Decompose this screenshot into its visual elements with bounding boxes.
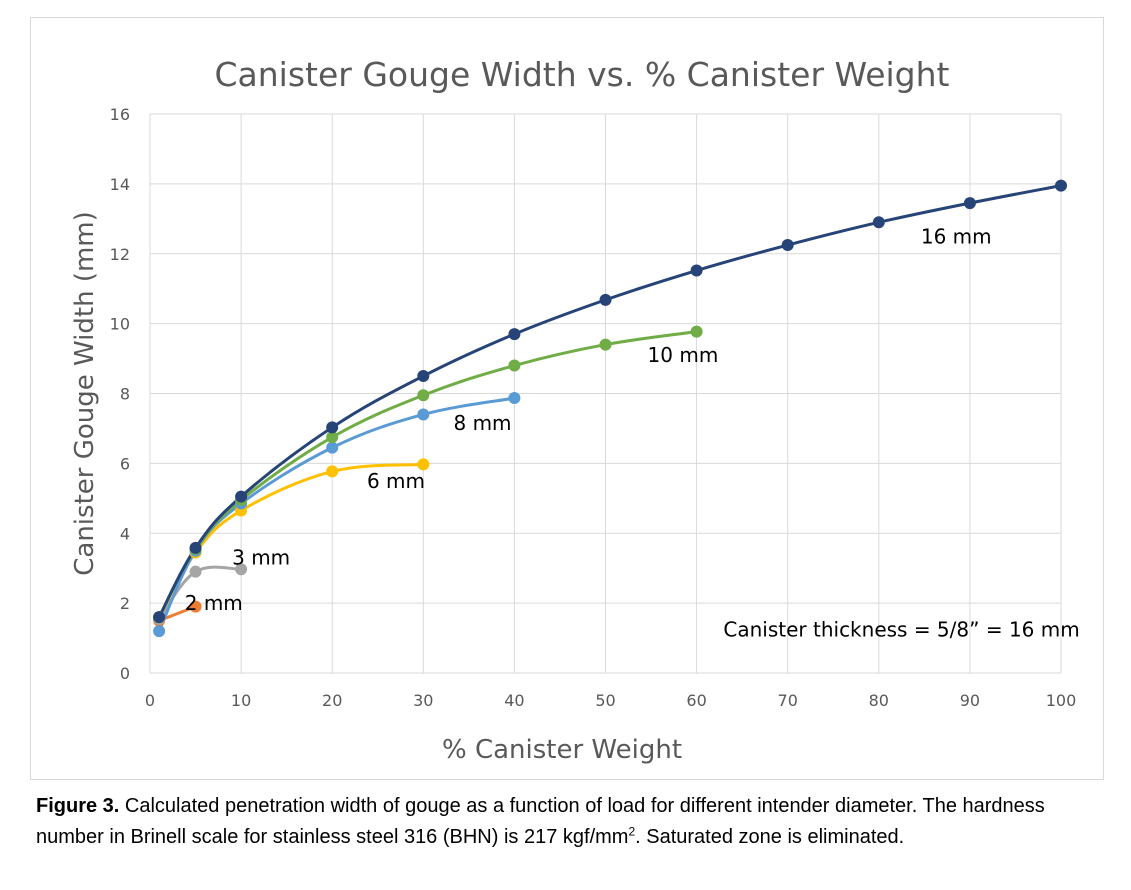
data-point-10-mm (599, 338, 612, 351)
y-tick-label: 16 (110, 105, 130, 124)
x-tick-label: 40 (504, 691, 524, 710)
annotation-label: 10 mm (648, 343, 719, 367)
x-tick-label: 60 (686, 691, 706, 710)
data-point-2-mm (189, 600, 202, 613)
data-point-16-mm (599, 293, 612, 306)
data-point-3-mm (235, 563, 248, 576)
data-point-10-mm (690, 325, 703, 338)
annotation-label: 16 mm (921, 224, 992, 248)
data-point-8-mm (508, 392, 521, 405)
y-tick-label: 8 (120, 385, 130, 404)
annotation-label: Canister thickness = 5/8” = 16 mm (723, 617, 1079, 641)
y-tick-label: 2 (120, 594, 130, 613)
x-tick-label: 100 (1046, 691, 1077, 710)
caption-text-1: Calculated penetration width of gouge as… (36, 795, 1045, 848)
data-point-10-mm (508, 359, 521, 372)
data-point-8-mm (417, 408, 430, 421)
y-axis-label: Canister Gouge Width (mm) (70, 211, 100, 576)
x-tick-label: 0 (145, 691, 155, 710)
data-point-6-mm (326, 465, 339, 478)
y-tick-label: 4 (120, 524, 130, 543)
data-point-16-mm (417, 370, 430, 383)
caption-text-2: . Saturated zone is eliminated. (635, 826, 905, 848)
figure-caption: Figure 3. Calculated penetration width o… (36, 791, 1116, 853)
data-point-6-mm (417, 458, 430, 471)
x-tick-label: 50 (595, 691, 615, 710)
y-tick-label: 10 (110, 315, 130, 334)
y-tick-label: 14 (110, 175, 130, 194)
x-tick-label: 70 (778, 691, 798, 710)
caption-superscript: 2 (628, 824, 636, 839)
data-point-8-mm (153, 625, 166, 638)
data-point-10-mm (417, 389, 430, 402)
x-tick-label: 20 (322, 691, 342, 710)
caption-label: Figure 3. (36, 795, 120, 817)
chart-title: Canister Gouge Width vs. % Canister Weig… (215, 55, 950, 94)
annotation-label: 2 mm (185, 591, 243, 615)
data-point-16-mm (189, 541, 202, 554)
y-tick-label: 6 (120, 454, 130, 473)
data-point-16-mm (153, 611, 166, 624)
x-axis-label: % Canister Weight (442, 735, 682, 765)
x-tick-label: 10 (231, 691, 251, 710)
data-point-16-mm (508, 328, 521, 341)
annotation-label: 6 mm (367, 469, 425, 493)
data-point-8-mm (326, 441, 339, 454)
data-point-16-mm (781, 239, 794, 252)
chart-svg: 0 2 4 6 8 10 12 14 16 0 10 20 30 40 50 60 70 80 90 100 Canis… (70, 55, 1080, 765)
x-tick-label: 80 (869, 691, 889, 710)
y-tick-label: 0 (120, 664, 130, 683)
chart-container: 0 2 4 6 8 10 12 14 16 0 10 20 30 40 50 60 70 80 90 100 Canis… (30, 17, 1104, 780)
annotation-label: 8 mm (453, 411, 511, 435)
data-point-16-mm (235, 490, 248, 503)
data-point-3-mm (189, 565, 202, 578)
x-tick-label: 90 (960, 691, 980, 710)
data-point-16-mm (326, 421, 339, 434)
data-point-16-mm (872, 216, 885, 229)
annotation-label: 3 mm (232, 546, 290, 570)
data-point-16-mm (690, 264, 703, 277)
x-tick-label: 30 (413, 691, 433, 710)
data-point-16-mm (963, 197, 976, 210)
series-line-16-mm (157, 184, 1063, 619)
y-tick-label: 12 (110, 245, 130, 264)
data-point-16-mm (1055, 179, 1067, 192)
data-point-10-mm (326, 431, 339, 444)
